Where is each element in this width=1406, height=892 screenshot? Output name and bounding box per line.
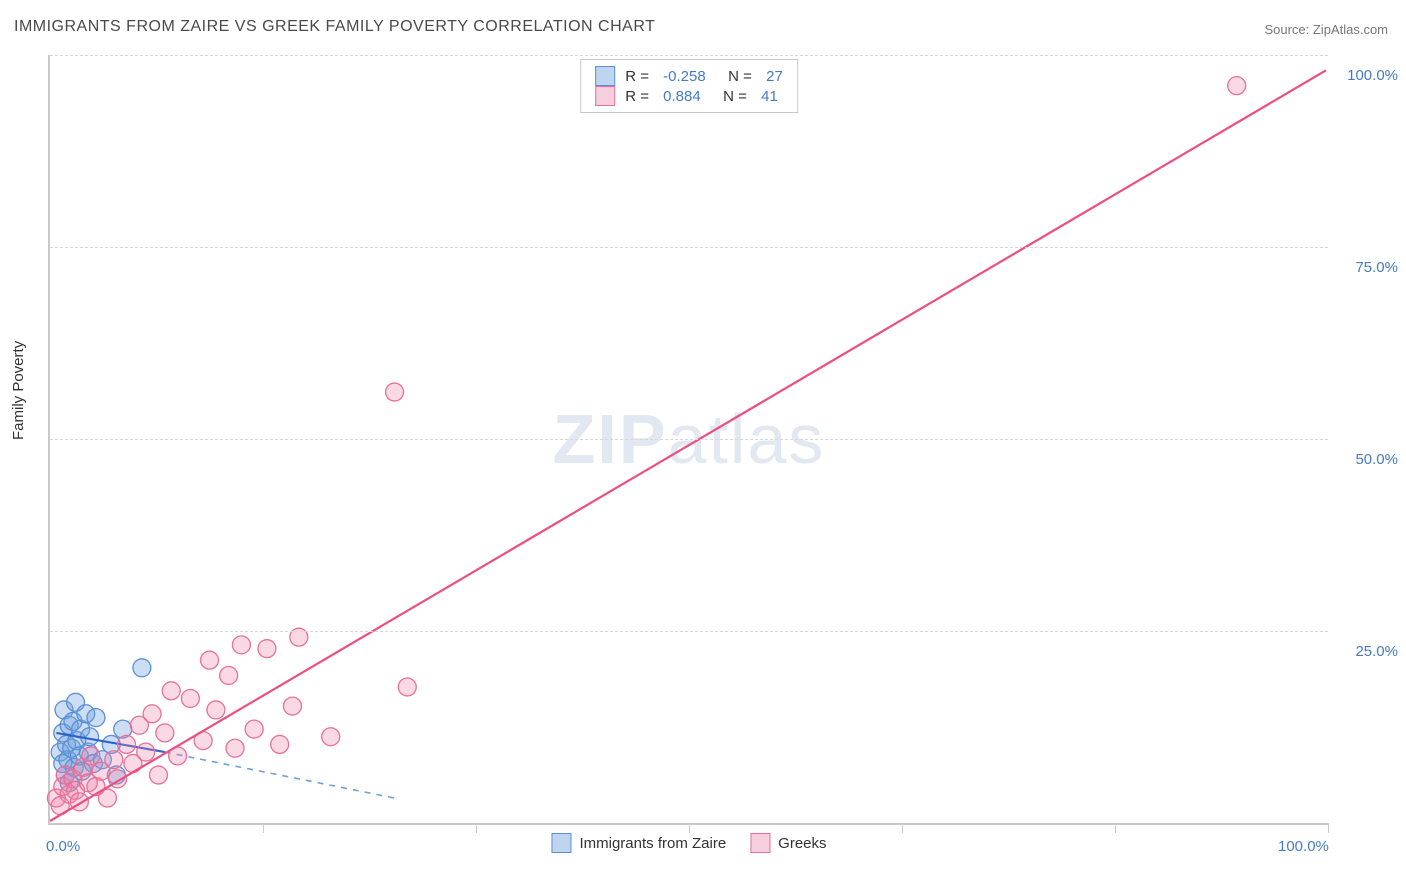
point-greeks xyxy=(156,724,174,742)
r-value: -0.258 xyxy=(663,68,706,85)
point-greeks xyxy=(283,697,301,715)
legend-stat-row: R = 0.884 N = 41 xyxy=(595,86,783,106)
point-greeks xyxy=(220,666,238,684)
legend-item: Greeks xyxy=(750,833,826,853)
x-tick xyxy=(1328,823,1329,833)
x-tick xyxy=(902,823,903,833)
point-greeks xyxy=(82,747,100,765)
x-tick-label: 100.0% xyxy=(1278,838,1329,855)
n-label: N = xyxy=(716,68,756,85)
point-greeks xyxy=(149,766,167,784)
point-zaire xyxy=(133,659,151,677)
y-tick-label: 100.0% xyxy=(1338,67,1398,84)
point-greeks xyxy=(398,678,416,696)
gridline-h xyxy=(50,439,1328,440)
correlation-legend: R = -0.258 N = 27R = 0.884 N = 41 xyxy=(580,59,798,113)
legend-stat-row: R = -0.258 N = 27 xyxy=(595,66,783,86)
r-label: R = xyxy=(625,68,653,85)
point-greeks xyxy=(232,636,250,654)
plot-area: ZIPatlas R = -0.258 N = 27R = 0.884 N = … xyxy=(48,55,1328,825)
point-greeks xyxy=(162,682,180,700)
n-label: N = xyxy=(711,88,751,105)
point-greeks xyxy=(137,743,155,761)
point-greeks xyxy=(386,383,404,401)
point-greeks xyxy=(271,735,289,753)
y-tick-label: 25.0% xyxy=(1338,643,1398,660)
y-tick-label: 75.0% xyxy=(1338,259,1398,276)
point-greeks xyxy=(258,640,276,658)
gridline-h xyxy=(50,55,1328,56)
source-attribution: Source: ZipAtlas.com xyxy=(1264,22,1388,37)
point-greeks xyxy=(322,728,340,746)
n-value: 41 xyxy=(761,88,778,105)
legend-item: Immigrants from Zaire xyxy=(551,833,726,853)
y-axis-label: Family Poverty xyxy=(10,341,27,440)
x-tick xyxy=(476,823,477,833)
gridline-h xyxy=(50,247,1328,248)
series-legend: Immigrants from Zaire Greeks xyxy=(551,833,826,853)
n-value: 27 xyxy=(766,68,783,85)
legend-swatch-icon xyxy=(595,86,615,106)
legend-swatch-icon xyxy=(595,66,615,86)
x-tick xyxy=(263,823,264,833)
r-value: 0.884 xyxy=(663,88,701,105)
chart-title: IMMIGRANTS FROM ZAIRE VS GREEK FAMILY PO… xyxy=(14,18,655,36)
point-greeks xyxy=(143,705,161,723)
point-greeks xyxy=(181,689,199,707)
point-greeks xyxy=(118,735,136,753)
trendline-greeks xyxy=(50,70,1326,821)
legend-swatch-icon xyxy=(750,833,770,853)
y-tick-label: 50.0% xyxy=(1338,451,1398,468)
point-greeks xyxy=(201,651,219,669)
legend-swatch-icon xyxy=(551,833,571,853)
r-label: R = xyxy=(625,88,653,105)
point-greeks xyxy=(245,720,263,738)
point-greeks xyxy=(207,701,225,719)
legend-label: Immigrants from Zaire xyxy=(579,835,726,852)
x-tick xyxy=(1115,823,1116,833)
point-greeks xyxy=(226,739,244,757)
point-greeks xyxy=(105,751,123,769)
point-zaire xyxy=(87,709,105,727)
trendline-dash-zaire xyxy=(165,752,395,798)
x-tick-label: 0.0% xyxy=(46,838,80,855)
gridline-h xyxy=(50,631,1328,632)
x-tick xyxy=(689,823,690,833)
legend-label: Greeks xyxy=(778,835,826,852)
point-greeks xyxy=(1228,77,1246,95)
